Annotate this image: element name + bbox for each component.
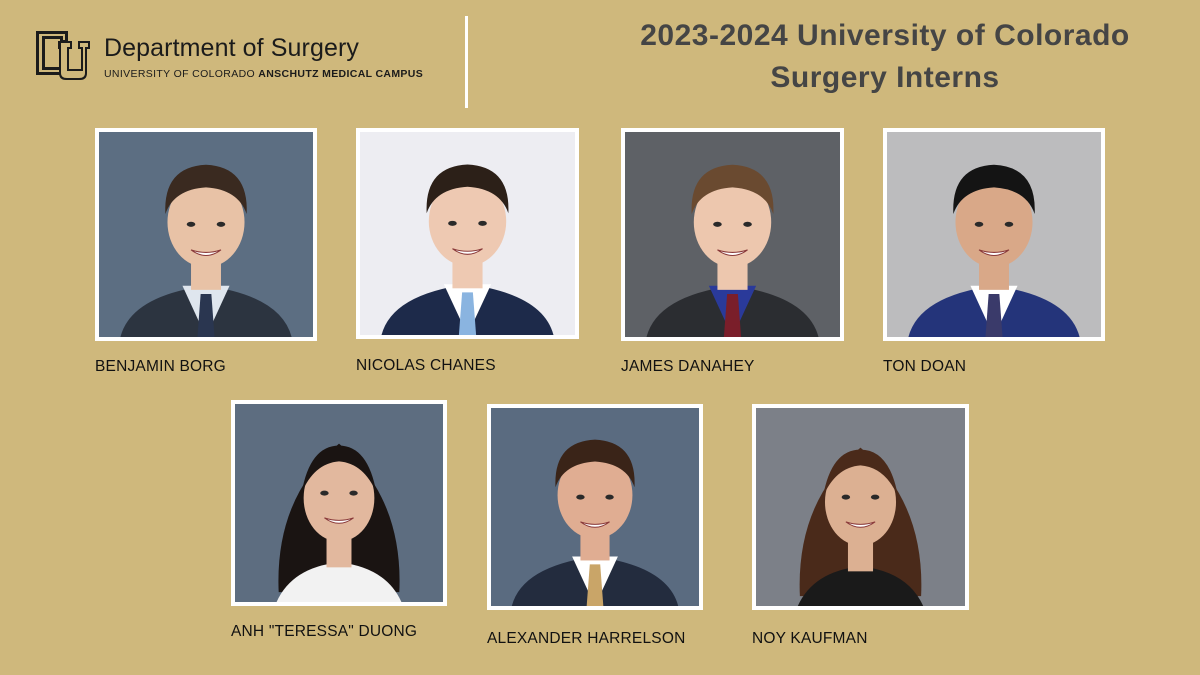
cu-surgery-logo: Department of Surgery UNIVERSITY OF COLO… bbox=[32, 27, 452, 87]
cu-logo-icon bbox=[36, 31, 90, 80]
campus-bold: ANSCHUTZ MEDICAL CAMPUS bbox=[258, 68, 424, 80]
intern-card: BENJAMIN BORG bbox=[95, 128, 317, 380]
intern-photo bbox=[360, 132, 575, 335]
campus-name: UNIVERSITY OF COLORADO ANSCHUTZ MEDICAL … bbox=[104, 68, 423, 80]
intern-name: NOY KAUFMAN bbox=[752, 630, 868, 647]
intern-name: NICOLAS CHANES bbox=[356, 357, 496, 374]
intern-photo-frame bbox=[356, 128, 579, 339]
intern-photo bbox=[887, 132, 1101, 337]
intern-name: BENJAMIN BORG bbox=[95, 358, 226, 375]
intern-photo bbox=[99, 132, 313, 337]
intern-photo-frame bbox=[621, 128, 844, 341]
intern-photo-frame bbox=[95, 128, 317, 341]
intern-name: ANH "TERESSA" DUONG bbox=[231, 623, 418, 640]
intern-photo-frame bbox=[487, 404, 703, 610]
title-line-1: 2023-2024 University of Colorado bbox=[640, 19, 1130, 52]
intern-photo-frame bbox=[883, 128, 1105, 341]
intern-photo bbox=[756, 408, 965, 606]
intern-name: JAMES DANAHEY bbox=[621, 358, 755, 375]
intern-card: NOY KAUFMAN bbox=[752, 404, 969, 652]
title-line-2: Surgery Interns bbox=[770, 61, 1000, 94]
intern-card: ANH "TERESSA" DUONG bbox=[231, 400, 447, 645]
intern-card: ALEXANDER HARRELSON bbox=[487, 404, 703, 652]
intern-photo-frame bbox=[231, 400, 447, 606]
header-divider bbox=[465, 16, 468, 108]
page-title: 2023-2024 University of Colorado Surgery… bbox=[560, 15, 1200, 99]
intern-card: NICOLAS CHANES bbox=[356, 128, 579, 379]
intern-photo-frame bbox=[752, 404, 969, 610]
intern-photo bbox=[491, 408, 699, 606]
intern-photo bbox=[625, 132, 840, 337]
campus-prefix: UNIVERSITY OF COLORADO bbox=[104, 68, 259, 80]
intern-card: JAMES DANAHEY bbox=[621, 128, 844, 380]
intern-photo bbox=[235, 404, 443, 602]
intern-card: TON DOAN bbox=[883, 128, 1105, 380]
intern-name: TON DOAN bbox=[883, 358, 967, 375]
department-name: Department of Surgery bbox=[104, 34, 359, 62]
intern-name: ALEXANDER HARRELSON bbox=[487, 630, 686, 647]
